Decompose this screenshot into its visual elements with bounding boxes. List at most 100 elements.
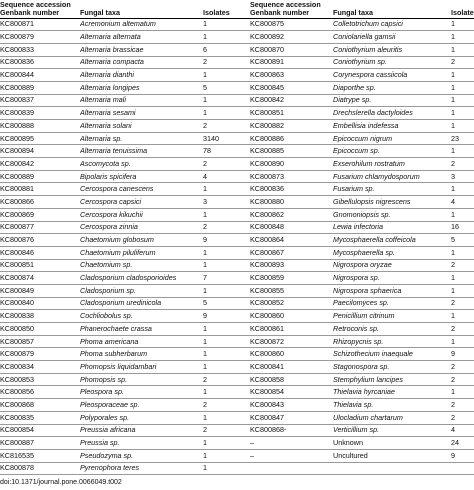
taxon-cell: Nigrospora oryzae bbox=[333, 260, 392, 270]
isolates-cell: 4 bbox=[451, 425, 455, 435]
table-row: KC800849 Cladosporium sp. 1 KC800855 Nigrosp… bbox=[0, 284, 474, 298]
isolates-cell: 2 bbox=[203, 120, 207, 130]
table-row: KC800878 Pyrenophora teres 1 bbox=[0, 462, 474, 475]
taxon-cell: Coniothyrium aleuritis bbox=[333, 44, 403, 54]
accession-cell: KC800854 bbox=[250, 387, 284, 397]
header-taxa-right: Fungal taxa bbox=[333, 7, 373, 17]
table-row: KC800842 Ascomycota sp. 2 KC800890 Exserohil… bbox=[0, 158, 474, 171]
taxon-cell: Cercospora canescens bbox=[80, 184, 154, 194]
isolates-cell: 2 bbox=[203, 425, 207, 435]
accession-cell: KC800841 bbox=[250, 361, 284, 371]
taxon-cell: Coniothyrium sp. bbox=[333, 57, 387, 67]
table-body: KC800871 Acremonium altematum 1 KC800875 Col… bbox=[0, 18, 474, 475]
taxon-cell: Polyporales sp. bbox=[80, 412, 130, 422]
taxon-cell: Phoma americana bbox=[80, 336, 139, 346]
accession-cell: KC800882 bbox=[250, 120, 284, 130]
taxon-cell: Phoma subherbarum bbox=[80, 349, 148, 359]
table-row: KC800835 Polyporales sp. 1 KC800847 Ulocladi… bbox=[0, 411, 474, 424]
isolates-cell: 16 bbox=[451, 222, 459, 232]
isolates-cell: 2 bbox=[451, 374, 455, 384]
isolates-cell: 5 bbox=[203, 298, 207, 308]
taxon-cell: Chaetomium globosum bbox=[80, 235, 154, 245]
isolates-cell: 2 bbox=[451, 158, 455, 168]
isolates-cell: 2 bbox=[451, 412, 455, 422]
accession-cell: KC800893 bbox=[250, 260, 284, 270]
taxon-cell: Penicillium citrinum bbox=[333, 311, 395, 321]
table-row: KC800879 Phoma subherbarum 1 KC800860 Schizo… bbox=[0, 348, 474, 361]
isolates-cell: 1 bbox=[203, 463, 207, 473]
isolates-cell: 1 bbox=[203, 285, 207, 295]
taxon-cell: Alternaria brassicae bbox=[80, 44, 144, 54]
accession-cell: KC800843 bbox=[250, 399, 284, 409]
accession-cell: KC800872 bbox=[250, 336, 284, 346]
taxon-cell: Mycosphaerella sp. bbox=[333, 247, 395, 257]
table-row: KC800857 Phoma americana 1 KC800872 Rhizopyc… bbox=[0, 335, 474, 348]
accession-cell: KC800836 bbox=[250, 184, 284, 194]
accession-cell: KC800890 bbox=[250, 158, 284, 168]
taxon-cell: Thielavia hyrcaniae bbox=[333, 387, 395, 397]
taxon-cell: Preussia africana bbox=[80, 425, 136, 435]
accession-cell: KC800895 bbox=[0, 133, 34, 143]
accession-cell: KC816535 bbox=[0, 450, 34, 460]
isolates-cell: 78 bbox=[203, 146, 211, 156]
taxon-cell: Phomopsis sp. bbox=[80, 374, 128, 384]
taxon-cell: Corynespora cassiicola bbox=[333, 70, 408, 80]
table-row: KC800879 Alternaria alternata 1 KC800892 Con… bbox=[0, 31, 474, 44]
isolates-cell: 1 bbox=[451, 120, 455, 130]
taxon-cell: Cercospora zinnia bbox=[80, 222, 138, 232]
isolates-cell bbox=[451, 462, 474, 475]
taxon-cell: Nigrospora sp. bbox=[333, 273, 380, 283]
taxon-cell: Chaetomium piluliferum bbox=[80, 247, 156, 257]
taxon-cell: Fusarium chlamydosporum bbox=[333, 171, 420, 181]
isolates-cell: 1 bbox=[451, 184, 455, 194]
table-row: KC800874 Cladosporium cladosporioides 7 KC8… bbox=[0, 272, 474, 285]
isolates-cell: 1 bbox=[203, 95, 207, 105]
doi-footer: doi:10.1371/journal.pone.0066049.t002 bbox=[0, 479, 122, 486]
accession-cell bbox=[248, 462, 333, 475]
accession-cell: KC800888 bbox=[0, 120, 34, 130]
table-row: KC800840 Cladosporium uredinicola 5 KC80085… bbox=[0, 297, 474, 310]
taxon-cell: Pleosporaceae sp. bbox=[80, 399, 140, 409]
isolates-cell: 1 bbox=[451, 285, 455, 295]
taxon-cell: Colletotrichum capsici bbox=[333, 19, 403, 29]
accession-cell: KC800881 bbox=[0, 184, 34, 194]
table-row: KC800888 Alternaria solani 2 KC800882 Embell… bbox=[0, 120, 474, 133]
taxon-cell: Alternaria dianthi bbox=[80, 70, 134, 80]
table-row: KC800894 Alternaria tenuissima 78 KC800885 E… bbox=[0, 145, 474, 158]
accession-cell: KC800845 bbox=[250, 82, 284, 92]
isolates-cell: 1 bbox=[203, 32, 207, 42]
table-row: KC800844 Alternaria dianthi 1 KC800863 Coryn… bbox=[0, 69, 474, 82]
isolates-cell: 1 bbox=[451, 82, 455, 92]
accession-cell: KC800851 bbox=[250, 108, 284, 118]
table-row: KC800889 Bipolaris spicifera 4 KC800873 Fusa… bbox=[0, 170, 474, 183]
taxon-cell: Cladosporium sp. bbox=[80, 285, 136, 295]
table-row: KC800838 Cochliobolus sp. 9 KC800860 Penicil… bbox=[0, 310, 474, 323]
taxon-cell: Rhizopycnis sp. bbox=[333, 336, 384, 346]
taxon-cell: Exserohilum rostratum bbox=[333, 158, 405, 168]
header-accession-right: Sequence accession Genbank number bbox=[248, 0, 333, 18]
accession-cell: KC800868 bbox=[0, 399, 34, 409]
isolates-cell: 1 bbox=[451, 311, 455, 321]
isolates-cell: 2 bbox=[451, 323, 455, 333]
taxon-cell: Thielavia sp. bbox=[333, 399, 374, 409]
taxon-cell: Alternaria compacta bbox=[80, 57, 144, 67]
accession-cell: KC800892 bbox=[250, 32, 284, 42]
taxon-cell: Stemphylium lancipes bbox=[333, 374, 403, 384]
table-row: KC800889 Alternaria longipes 5 KC800845 Diap… bbox=[0, 81, 474, 95]
taxon-cell: Coniolariella gamsii bbox=[333, 32, 396, 42]
table-row: KC800839 Alternaria sesami 1 KC800851 Drechs… bbox=[0, 107, 474, 120]
isolates-cell: 1 bbox=[203, 323, 207, 333]
table-row: KC800854 Preussia africana 2 KC800868- Verti… bbox=[0, 424, 474, 437]
accession-cell: KC800879 bbox=[0, 349, 34, 359]
accession-cell: KC800886 bbox=[250, 133, 284, 143]
isolates-cell: 1 bbox=[203, 450, 207, 460]
isolates-cell: 1 bbox=[203, 247, 207, 257]
accession-cell: KC800838 bbox=[0, 311, 34, 321]
isolates-cell: 1 bbox=[451, 336, 455, 346]
taxon-cell: Gibellulopsis nigrescens bbox=[333, 196, 411, 206]
accession-cell: KC800852 bbox=[250, 298, 284, 308]
accession-cell: KC800842 bbox=[0, 158, 34, 168]
taxon-cell: Schizothecium inaequale bbox=[333, 349, 413, 359]
accession-cell: KC800837 bbox=[0, 95, 34, 105]
accession-cell: KC800846 bbox=[0, 247, 34, 257]
